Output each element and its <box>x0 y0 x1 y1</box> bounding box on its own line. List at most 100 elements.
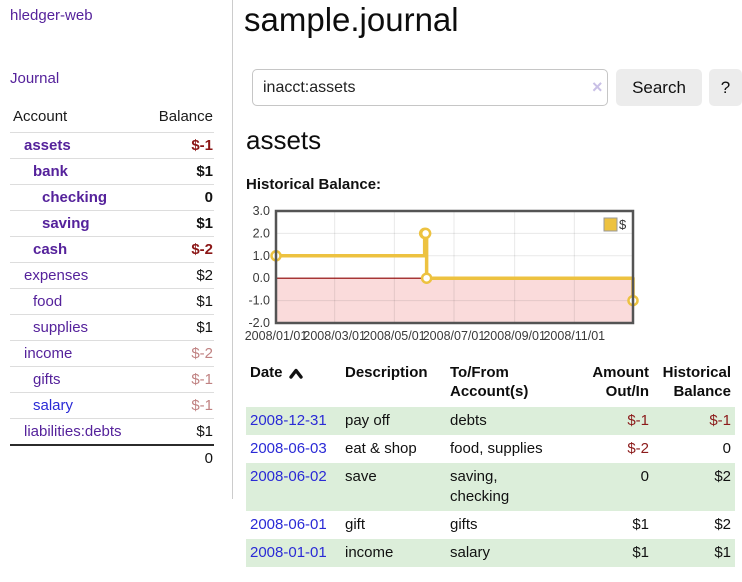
transaction-date-link[interactable]: 2008-12-31 <box>250 412 327 429</box>
page-title: sample.journal <box>244 1 459 38</box>
table-row: 2008-06-02 save saving, checking 0 $2 <box>246 463 735 511</box>
account-balance: $1 <box>196 163 213 180</box>
transaction-date: 2008-06-03 <box>246 435 345 463</box>
transaction-date-link[interactable]: 2008-06-01 <box>250 516 327 533</box>
tofrom-column-header: To/From Account(s) <box>450 364 529 400</box>
transaction-description: pay off <box>345 412 390 429</box>
svg-text:0.0: 0.0 <box>253 271 270 285</box>
accounts-total: 0 <box>10 444 214 471</box>
transaction-description: save <box>345 468 377 485</box>
account-balance: $-2 <box>191 345 213 362</box>
transaction-amount: 0 <box>640 468 649 485</box>
account-row-food: food $1 <box>10 288 214 314</box>
svg-text:2008/11/01: 2008/11/01 <box>543 329 605 343</box>
clear-search-icon[interactable]: × <box>592 77 603 97</box>
account-link[interactable]: assets <box>24 137 71 154</box>
account-balance: $-1 <box>191 137 213 154</box>
account-row-gifts: gifts $-1 <box>10 366 214 392</box>
balance-column-header: Balance <box>158 108 213 125</box>
transaction-balance: 0 <box>722 440 731 457</box>
account-heading: assets <box>246 125 322 155</box>
svg-text:2008/05/01: 2008/05/01 <box>363 329 426 343</box>
sort-by-date-header[interactable]: Date <box>246 361 345 407</box>
transaction-date: 2008-06-01 <box>246 511 345 539</box>
transaction-balance: $2 <box>714 516 731 533</box>
transaction-description: gift <box>345 516 366 533</box>
sidebar-item-journal[interactable]: Journal <box>10 70 60 87</box>
svg-text:2008/03/01: 2008/03/01 <box>303 329 366 343</box>
transaction-balance: $1 <box>714 544 731 561</box>
search-input[interactable] <box>252 69 608 106</box>
table-row: 2008-06-03 eat & shop food, supplies $-2… <box>246 435 735 463</box>
account-table-header: Account Balance <box>10 105 214 132</box>
account-balance: $-1 <box>191 371 213 388</box>
transaction-date: 2008-01-01 <box>246 539 345 567</box>
transaction-accounts: food, supplies <box>450 440 543 457</box>
date-column-label: Date <box>250 364 283 381</box>
account-row-cash: cash $-2 <box>10 236 214 262</box>
transaction-date-link[interactable]: 2008-06-03 <box>250 440 327 457</box>
svg-text:-2.0: -2.0 <box>248 316 270 330</box>
account-row-income: income $-2 <box>10 340 214 366</box>
svg-text:-1.0: -1.0 <box>248 294 270 308</box>
table-row: 2008-06-01 gift gifts $1 $2 <box>246 511 735 539</box>
svg-text:2008/01/01: 2008/01/01 <box>245 329 308 343</box>
account-row-expenses: expenses $2 <box>10 262 214 288</box>
account-link[interactable]: salary <box>33 397 74 414</box>
transaction-date: 2008-06-02 <box>246 463 345 511</box>
table-row: 2008-12-31 pay off debts $-1 $-1 <box>246 407 735 435</box>
search-button[interactable]: Search <box>616 69 702 106</box>
svg-text:2.0: 2.0 <box>253 226 270 240</box>
sort-ascending-icon <box>288 368 303 379</box>
transaction-description: eat & shop <box>345 440 417 457</box>
chart-title: Historical Balance: <box>246 176 382 193</box>
register-header-row: Date Description To/From Account(s) Amou… <box>246 361 735 407</box>
amount-column-header: Amount Out/In <box>592 364 649 400</box>
account-link[interactable]: checking <box>42 189 108 206</box>
account-link[interactable]: supplies <box>33 319 89 336</box>
account-link[interactable]: saving <box>42 215 90 232</box>
svg-text:2008/09/01: 2008/09/01 <box>483 329 546 343</box>
transaction-accounts: salary <box>450 544 491 561</box>
account-link[interactable]: income <box>24 345 73 362</box>
account-row-salary: salary $-1 <box>10 392 214 418</box>
svg-text:2008/07/01: 2008/07/01 <box>423 329 486 343</box>
transaction-balance: $2 <box>714 468 731 485</box>
help-button[interactable]: ? <box>709 69 742 106</box>
transaction-amount: $1 <box>632 516 649 533</box>
transaction-date: 2008-12-31 <box>246 407 345 435</box>
account-link[interactable]: liabilities:debts <box>24 423 122 440</box>
account-row-saving: saving $1 <box>10 210 214 236</box>
account-row-liabilities-debts: liabilities:debts $1 <box>10 418 214 444</box>
account-row-assets: assets $-1 <box>10 132 214 158</box>
account-link[interactable]: expenses <box>24 267 89 284</box>
app-brand-link[interactable]: hledger-web <box>10 7 93 24</box>
svg-text:$: $ <box>619 217 627 232</box>
account-link[interactable]: gifts <box>33 371 61 388</box>
account-row-supplies: supplies $1 <box>10 314 214 340</box>
transaction-description: income <box>345 544 394 561</box>
account-balance: $-2 <box>191 241 213 258</box>
historical-balance-column-header: Historical Balance <box>662 364 731 400</box>
account-balance: $-1 <box>191 397 213 414</box>
transaction-date-link[interactable]: 2008-06-02 <box>250 468 327 485</box>
historical-balance-chart: $3.0 2.0 1.0 0.0 -1.0 -2.0 2008/01/01 2008/03/0… <box>240 204 680 352</box>
transaction-amount: $-1 <box>627 412 649 429</box>
description-column-header: Description <box>345 364 428 381</box>
svg-text:3.0: 3.0 <box>253 204 270 218</box>
table-row: 2008-01-01 income salary $1 $1 <box>246 539 735 567</box>
chart-canvas: $3.0 2.0 1.0 0.0 -1.0 -2.02008/01/012008/03/0… <box>245 204 639 343</box>
transaction-date-link[interactable]: 2008-01-01 <box>250 544 327 561</box>
account-row-checking: checking 0 <box>10 184 214 210</box>
transaction-accounts: debts <box>450 412 487 429</box>
transaction-amount: $1 <box>632 544 649 561</box>
account-link[interactable]: cash <box>33 241 68 258</box>
sidebar-divider <box>232 0 233 499</box>
account-link[interactable]: food <box>33 293 63 310</box>
account-link[interactable]: bank <box>33 163 69 180</box>
account-column-header: Account <box>13 108 68 125</box>
account-balance: 0 <box>204 189 213 206</box>
account-balance: $1 <box>196 293 213 310</box>
account-row-bank: bank $1 <box>10 158 214 184</box>
